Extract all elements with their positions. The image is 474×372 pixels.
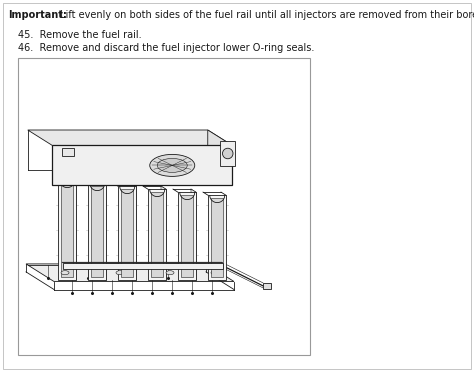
Text: Lift evenly on both sides of the fuel rail until all injectors are removed from : Lift evenly on both sides of the fuel ra… (57, 10, 474, 20)
Ellipse shape (166, 271, 174, 275)
Polygon shape (178, 192, 196, 280)
Ellipse shape (150, 154, 195, 176)
Ellipse shape (61, 271, 69, 275)
Polygon shape (61, 183, 73, 278)
Bar (18, 58, 310, 355)
Polygon shape (88, 183, 106, 280)
Polygon shape (148, 189, 166, 280)
Bar (62, 148, 74, 156)
Polygon shape (63, 263, 223, 269)
Polygon shape (62, 262, 223, 263)
Polygon shape (181, 195, 193, 278)
Polygon shape (121, 189, 133, 278)
Polygon shape (191, 189, 196, 280)
Ellipse shape (222, 148, 233, 159)
Bar (263, 283, 271, 289)
Polygon shape (161, 186, 166, 280)
Polygon shape (151, 192, 163, 278)
Polygon shape (118, 186, 136, 280)
Polygon shape (26, 264, 234, 282)
Polygon shape (28, 130, 232, 145)
Text: 45.  Remove the fuel rail.: 45. Remove the fuel rail. (18, 30, 142, 40)
Polygon shape (131, 183, 136, 280)
Ellipse shape (211, 271, 219, 275)
Polygon shape (208, 130, 232, 185)
Bar (220, 141, 235, 166)
Text: 46.  Remove and discard the fuel injector lower O-ring seals.: 46. Remove and discard the fuel injector… (18, 43, 314, 53)
Text: Important:: Important: (8, 10, 67, 20)
Ellipse shape (116, 271, 124, 275)
Polygon shape (71, 177, 76, 280)
Ellipse shape (157, 158, 187, 172)
Polygon shape (211, 198, 223, 278)
Polygon shape (91, 186, 103, 278)
Polygon shape (58, 180, 76, 280)
Polygon shape (208, 195, 226, 280)
Polygon shape (52, 145, 232, 185)
Polygon shape (101, 180, 106, 280)
